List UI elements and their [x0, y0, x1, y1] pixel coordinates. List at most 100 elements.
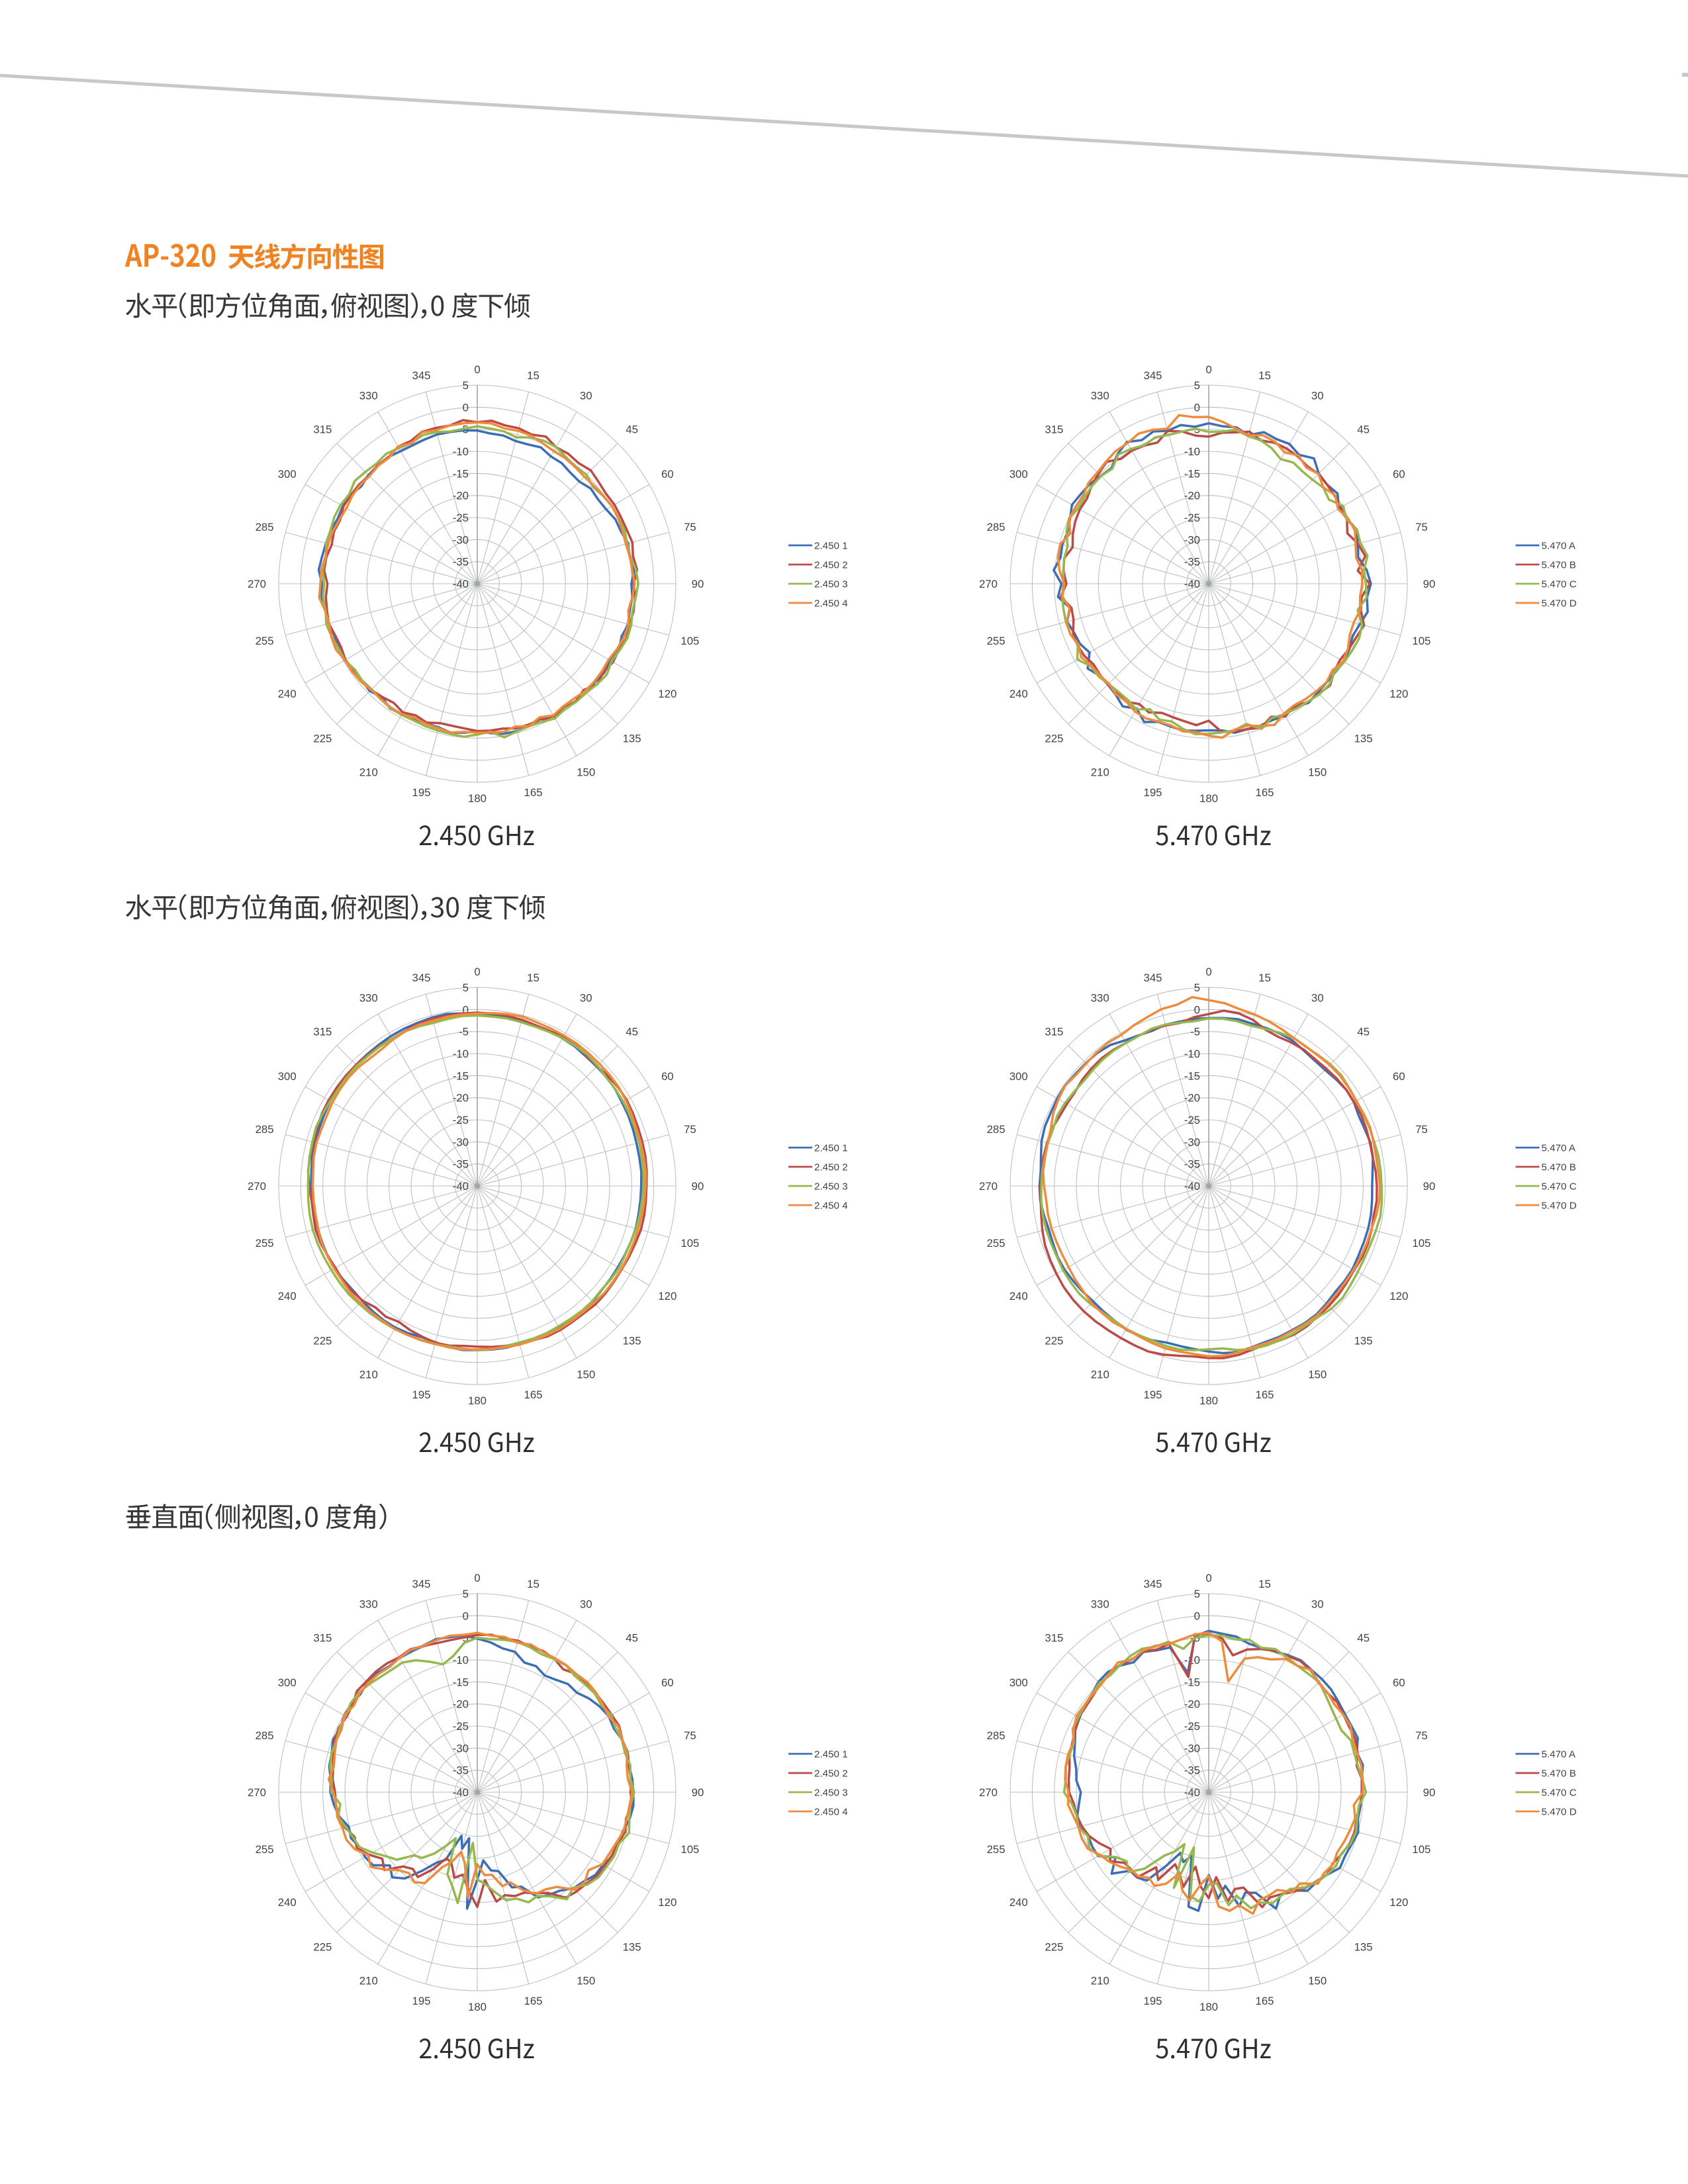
svg-text:2.450 2: 2.450 2: [814, 1768, 848, 1779]
svg-text:225: 225: [1045, 1335, 1063, 1347]
svg-text:270: 270: [248, 578, 266, 590]
svg-text:225: 225: [313, 1335, 332, 1347]
svg-text:300: 300: [1009, 1676, 1028, 1689]
svg-text:15: 15: [1258, 1578, 1271, 1590]
svg-text:75: 75: [684, 1729, 696, 1742]
svg-text:-20: -20: [1184, 1092, 1200, 1105]
svg-text:0: 0: [463, 1610, 469, 1622]
svg-text:2.450 3: 2.450 3: [814, 578, 848, 590]
svg-text:45: 45: [1357, 1631, 1370, 1644]
svg-text:315: 315: [1045, 1631, 1063, 1644]
svg-text:90: 90: [1423, 1786, 1436, 1799]
svg-text:60: 60: [1393, 1676, 1405, 1689]
svg-text:240: 240: [1009, 688, 1028, 700]
svg-text:270: 270: [248, 1180, 266, 1193]
svg-text:345: 345: [1144, 1578, 1162, 1590]
svg-text:-15: -15: [453, 1676, 469, 1688]
svg-text:105: 105: [1412, 1843, 1430, 1856]
svg-text:-40: -40: [1184, 1180, 1200, 1193]
svg-text:15: 15: [527, 972, 539, 984]
svg-text:285: 285: [256, 1123, 274, 1136]
svg-text:-30: -30: [1184, 1742, 1200, 1754]
svg-text:45: 45: [1357, 1025, 1370, 1038]
svg-text:-35: -35: [453, 556, 469, 569]
svg-text:2.450 3: 2.450 3: [814, 1181, 848, 1192]
svg-text:285: 285: [256, 1729, 274, 1742]
svg-text:60: 60: [1393, 468, 1405, 480]
svg-text:90: 90: [1423, 578, 1436, 590]
svg-text:45: 45: [626, 423, 638, 435]
svg-text:0: 0: [1194, 1610, 1200, 1622]
svg-text:-5: -5: [459, 1026, 469, 1038]
svg-text:90: 90: [1423, 1180, 1436, 1193]
svg-text:0: 0: [1194, 1003, 1200, 1016]
svg-text:45: 45: [626, 1025, 638, 1038]
svg-text:-10: -10: [1184, 1048, 1200, 1060]
svg-text:2.450 1: 2.450 1: [814, 1142, 848, 1154]
svg-text:75: 75: [684, 1123, 696, 1136]
svg-text:2.450 3: 2.450 3: [814, 1787, 848, 1798]
svg-text:135: 135: [1354, 1941, 1373, 1954]
svg-text:0: 0: [474, 363, 480, 376]
svg-text:75: 75: [684, 521, 696, 533]
svg-text:285: 285: [256, 521, 274, 533]
svg-text:-30: -30: [1184, 1136, 1200, 1148]
svg-text:-35: -35: [453, 1764, 469, 1777]
svg-text:60: 60: [661, 468, 674, 480]
svg-text:255: 255: [256, 635, 274, 647]
svg-text:-25: -25: [1184, 1114, 1200, 1126]
svg-text:60: 60: [1393, 1070, 1405, 1083]
svg-text:-5: -5: [1190, 1026, 1200, 1038]
svg-text:165: 165: [1256, 1995, 1274, 2007]
svg-text:195: 195: [412, 1388, 431, 1401]
svg-text:135: 135: [1354, 733, 1373, 745]
svg-text:5.470 A: 5.470 A: [1542, 1749, 1576, 1760]
svg-text:300: 300: [1009, 468, 1028, 480]
svg-text:5: 5: [463, 1588, 469, 1600]
svg-text:-15: -15: [453, 1069, 469, 1082]
svg-text:195: 195: [1144, 1995, 1162, 2007]
svg-text:30: 30: [1311, 992, 1324, 1005]
svg-text:150: 150: [1308, 1975, 1327, 1987]
svg-text:5: 5: [1194, 1588, 1200, 1600]
svg-text:90: 90: [692, 1180, 704, 1193]
svg-text:5: 5: [1194, 379, 1200, 392]
svg-text:5.470 A: 5.470 A: [1542, 540, 1576, 551]
svg-text:45: 45: [626, 1631, 638, 1644]
svg-text:105: 105: [680, 1843, 699, 1856]
svg-text:-20: -20: [453, 490, 469, 502]
svg-text:-15: -15: [1184, 1069, 1200, 1082]
svg-text:210: 210: [1091, 766, 1109, 779]
svg-text:-40: -40: [453, 1180, 469, 1193]
svg-text:-35: -35: [453, 1158, 469, 1171]
svg-text:-25: -25: [453, 1114, 469, 1126]
svg-text:2.450 4: 2.450 4: [814, 1806, 848, 1817]
svg-text:-10: -10: [453, 1654, 469, 1666]
svg-text:180: 180: [1199, 1394, 1218, 1407]
svg-text:15: 15: [527, 369, 539, 382]
svg-text:-40: -40: [1184, 578, 1200, 590]
svg-text:75: 75: [1415, 1729, 1428, 1742]
svg-text:225: 225: [1045, 733, 1063, 745]
svg-text:-20: -20: [453, 1698, 469, 1711]
svg-text:285: 285: [987, 521, 1006, 533]
svg-text:150: 150: [1308, 766, 1327, 779]
svg-text:270: 270: [248, 1786, 266, 1799]
svg-text:210: 210: [359, 766, 378, 779]
svg-text:210: 210: [359, 1975, 378, 1987]
svg-text:-40: -40: [453, 578, 469, 590]
svg-text:5.470 D: 5.470 D: [1542, 1806, 1577, 1817]
svg-text:15: 15: [1258, 972, 1271, 984]
svg-text:-25: -25: [453, 1720, 469, 1733]
svg-text:5.470 C: 5.470 C: [1542, 1787, 1577, 1798]
svg-text:120: 120: [1389, 688, 1408, 700]
svg-text:2.450 4: 2.450 4: [814, 598, 848, 609]
svg-text:180: 180: [468, 1394, 487, 1407]
svg-text:345: 345: [412, 369, 431, 382]
svg-text:270: 270: [979, 1180, 998, 1193]
svg-text:195: 195: [412, 786, 431, 799]
svg-text:330: 330: [1091, 390, 1109, 402]
svg-text:180: 180: [1199, 2001, 1218, 2013]
svg-text:5.470 D: 5.470 D: [1542, 1200, 1577, 1211]
svg-text:105: 105: [680, 1237, 699, 1250]
